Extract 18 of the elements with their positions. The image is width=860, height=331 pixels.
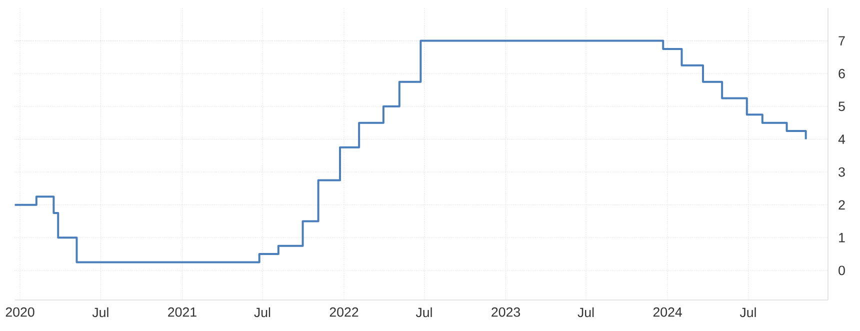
y-tick-label: 0 [838, 266, 845, 276]
x-tick-label: Jul [254, 307, 270, 318]
y-tick-label: 3 [838, 167, 845, 177]
x-tick-label: Jul [92, 307, 108, 318]
y-tick-label: 2 [838, 200, 845, 210]
x-tick-label: 2024 [653, 307, 682, 317]
y-tick-label: 1 [839, 233, 845, 242]
x-tick-label: 2023 [492, 307, 520, 317]
x-tick-label: 2022 [330, 307, 358, 317]
y-tick-label: 6 [838, 68, 845, 78]
x-tick-label: Jul [416, 307, 432, 318]
x-tick-label: Jul [578, 307, 594, 318]
x-tick-label: 2020 [6, 307, 34, 317]
y-tick-label: 7 [838, 36, 845, 46]
y-tick-label: 4 [838, 134, 846, 144]
x-tick-label: Jul [740, 307, 756, 318]
y-tick-label: 5 [838, 102, 845, 112]
x-tick-label: 2021 [168, 307, 196, 317]
